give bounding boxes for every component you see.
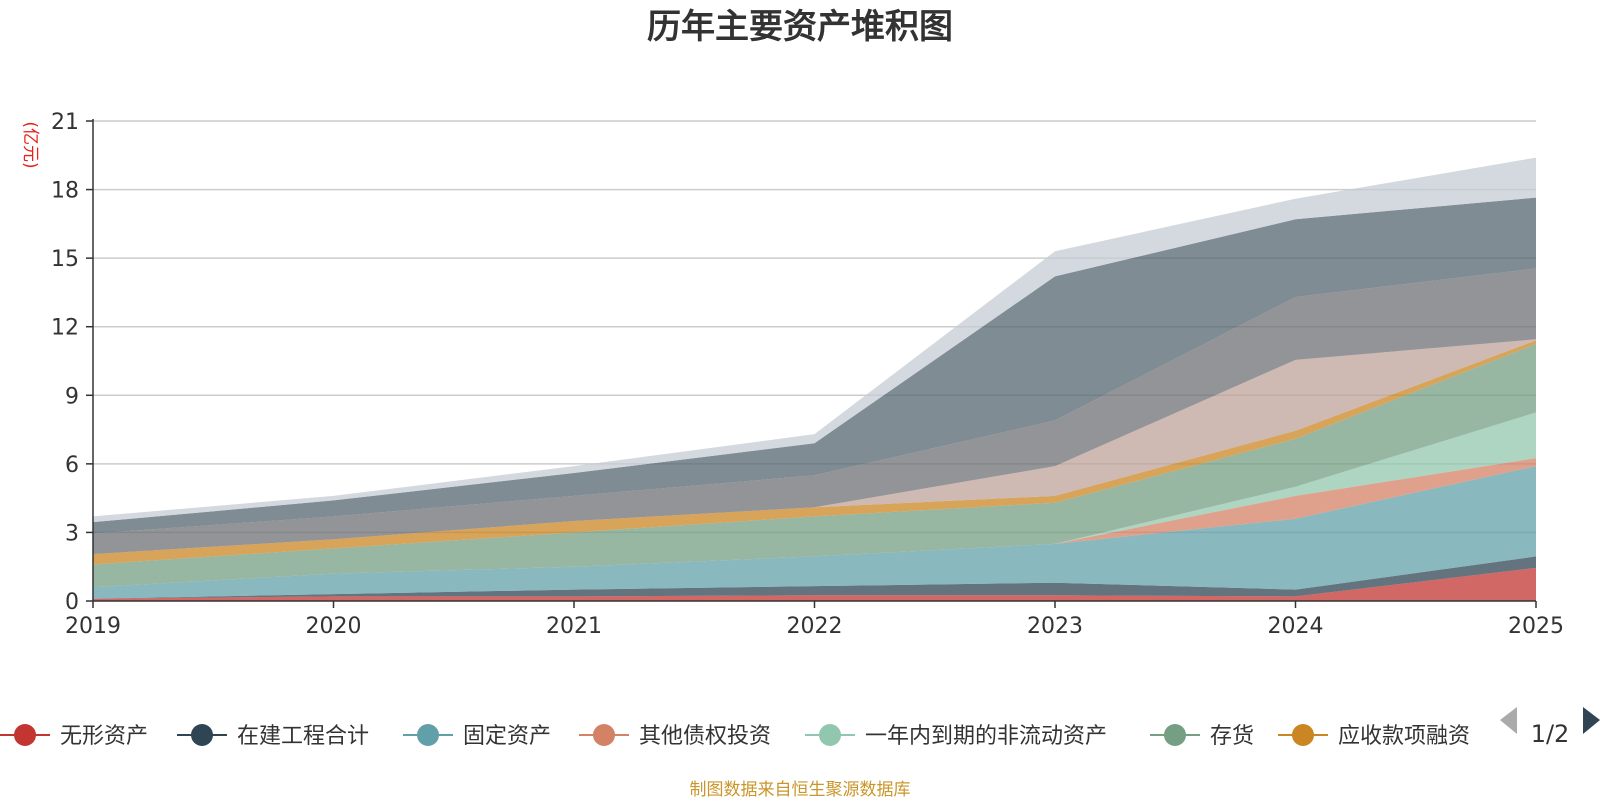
y-tick-label: 6 — [65, 453, 79, 478]
y-tick-label: 0 — [65, 590, 79, 615]
x-tick-label: 2021 — [546, 614, 602, 639]
legend-item-4[interactable]: 其他债权投资 — [579, 724, 771, 749]
area-series-9[interactable] — [93, 268, 1536, 555]
y-tick-label: 9 — [65, 384, 79, 409]
legend: 无形资产 在建工程合计 固定资产 其他债权投资 一年内到期的非流动资产 存货 应收款项融资 — [0, 724, 1470, 749]
legend-next-icon[interactable] — [1583, 707, 1600, 734]
legend-label: 固定资产 — [463, 724, 551, 749]
legend-item-7[interactable]: 应收款项融资 — [1278, 724, 1470, 749]
legend-item-2[interactable]: 在建工程合计 — [177, 724, 369, 749]
x-tick-label: 2024 — [1268, 614, 1324, 639]
area-series-3[interactable] — [93, 466, 1536, 599]
legend-page-indicator: 1/2 — [1531, 720, 1570, 748]
chart-title: 历年主要资产堆积图 — [647, 7, 953, 47]
y-tick-label: 12 — [51, 316, 79, 341]
area-series-6[interactable] — [93, 343, 1536, 588]
area-series-4[interactable] — [93, 458, 1536, 588]
legend-item-3[interactable]: 固定资产 — [403, 724, 551, 749]
y-axis-unit-label: (亿元) — [20, 121, 40, 168]
legend-label: 在建工程合计 — [237, 724, 369, 749]
legend-marker-icon — [417, 724, 439, 746]
y-tick-label: 3 — [65, 521, 79, 546]
y-tick-label: 18 — [51, 179, 79, 204]
legend-marker-icon — [1292, 724, 1314, 746]
x-tick-label: 2022 — [787, 614, 843, 639]
legend-marker-icon — [1164, 724, 1186, 746]
legend-marker-icon — [191, 724, 213, 746]
x-tick-label: 2023 — [1027, 614, 1083, 639]
legend-label: 无形资产 — [60, 724, 148, 749]
legend-label: 应收款项融资 — [1338, 724, 1470, 749]
area-series-11[interactable] — [93, 157, 1536, 523]
x-tick-label: 2025 — [1508, 614, 1564, 639]
legend-item-5[interactable]: 一年内到期的非流动资产 — [805, 724, 1107, 749]
legend-item-1[interactable]: 无形资产 — [0, 724, 148, 749]
area-series-8[interactable] — [93, 339, 1536, 555]
legend-label: 存货 — [1210, 724, 1254, 749]
legend-prev-icon[interactable] — [1500, 707, 1517, 734]
data-source-note: 制图数据来自恒生聚源数据库 — [690, 780, 911, 800]
area-series-1[interactable] — [93, 567, 1536, 601]
gridlines — [93, 120, 1536, 534]
area-series-5[interactable] — [93, 412, 1536, 588]
legend-label: 一年内到期的非流动资产 — [865, 724, 1107, 749]
legend-marker-icon — [819, 724, 841, 746]
y-tick-label: 15 — [51, 247, 79, 272]
axes: 0 3 6 9 12 15 18 21 2019 2020 2021 2022 2023 2024 2025 — [51, 110, 1564, 639]
y-tick-label: 21 — [51, 110, 79, 135]
legend-marker-icon — [14, 724, 36, 746]
legend-label: 其他债权投资 — [639, 724, 771, 749]
area-series-10[interactable] — [93, 197, 1536, 534]
x-tick-label: 2020 — [306, 614, 362, 639]
area-series-group — [93, 157, 1536, 601]
x-tick-label: 2019 — [65, 614, 121, 639]
legend-pager[interactable]: 1/2 — [1500, 707, 1600, 748]
area-series-2[interactable] — [93, 556, 1536, 599]
legend-marker-icon — [593, 724, 615, 746]
legend-item-6[interactable]: 存货 — [1150, 724, 1254, 749]
